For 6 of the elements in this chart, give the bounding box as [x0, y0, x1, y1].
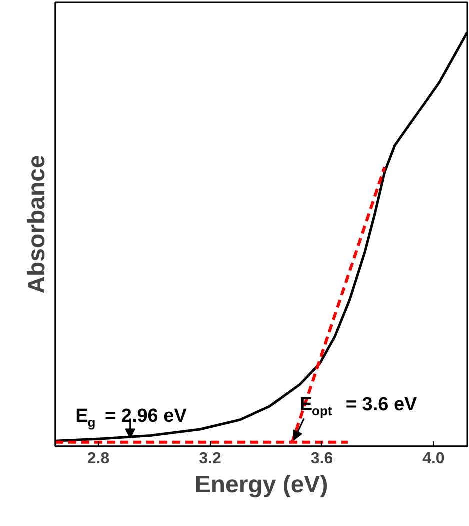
x-tick-label: 3.6 — [310, 450, 334, 468]
y-axis-title: Absorbance — [24, 155, 50, 294]
x-tick-label: 2.8 — [87, 450, 110, 468]
x-tick-label: 3.2 — [199, 450, 222, 468]
x-tick-label: 4.0 — [422, 450, 445, 468]
x-axis-title: Energy (eV) — [194, 472, 328, 498]
